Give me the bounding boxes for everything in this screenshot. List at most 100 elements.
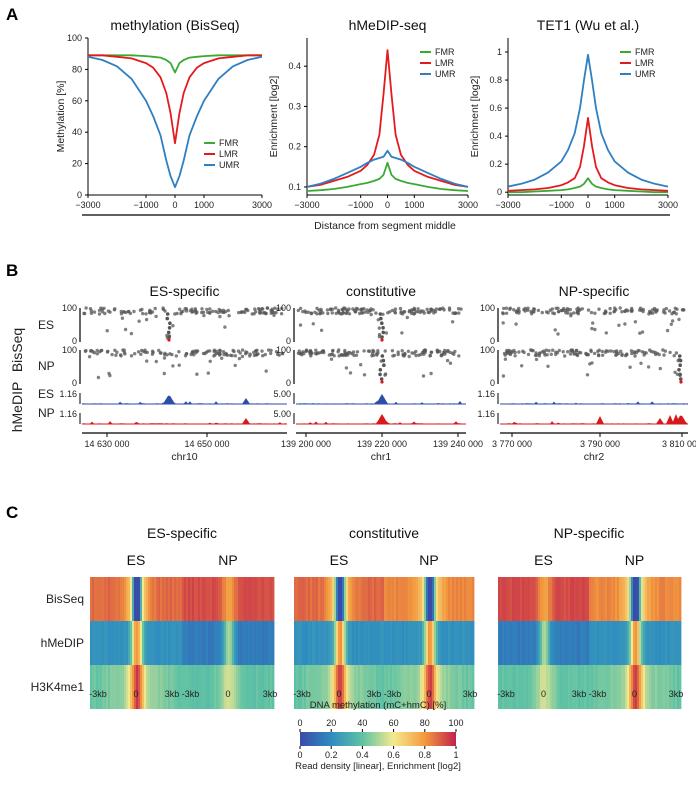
meth-point (574, 348, 579, 353)
heatmap-strip (635, 577, 638, 621)
heatmap-strip (408, 621, 411, 665)
meth-point (163, 309, 167, 313)
heatmap-strip (506, 621, 509, 665)
meth-point (315, 306, 319, 310)
heatmap-strip (214, 665, 217, 709)
heatmap-strip (655, 621, 658, 665)
heatmap-strip (170, 621, 173, 665)
heatmap-strip (522, 665, 525, 709)
heatmap-strip (142, 665, 145, 709)
meth-point (266, 348, 271, 352)
heatmap-strip (182, 621, 185, 665)
heatmap-strip (208, 577, 211, 621)
heatmap-strip (200, 665, 203, 709)
meth-point (566, 350, 570, 354)
meth-point (673, 370, 677, 374)
heatmap-strip (342, 665, 345, 709)
heatmap-strip (142, 577, 145, 621)
heatmap-strip (538, 621, 541, 665)
y-tick-label: 0.4 (288, 61, 301, 71)
heatmap-strip (641, 577, 644, 621)
meth-point (321, 349, 326, 353)
heatmap-strip (224, 665, 227, 709)
heatmap-strip (564, 621, 567, 665)
heatmap-strip (360, 665, 363, 709)
heatmap-strip (250, 621, 253, 665)
meth-point (200, 310, 204, 315)
heatmap-strip (677, 621, 680, 665)
heatmap-strip (436, 665, 439, 709)
heatmap-strip (518, 577, 521, 621)
heatmap-strip (570, 665, 573, 709)
heatmap-strip (641, 621, 644, 665)
heatmap-strip (593, 665, 596, 709)
heatmap-strip (362, 577, 365, 621)
meth-point (218, 352, 222, 356)
heatmap-strip (114, 665, 117, 709)
heatmap-strip (663, 621, 666, 665)
heatmap-strip (578, 665, 581, 709)
heatmap-strip (406, 577, 409, 621)
meth-point (630, 308, 634, 313)
heatmap-strip (338, 577, 341, 621)
heatmap-strip (472, 621, 475, 665)
heatmap-strip (388, 621, 391, 665)
heatmap-strip (572, 621, 575, 665)
meth-point (623, 322, 627, 326)
meth-point (96, 375, 101, 380)
heatmap-strip (560, 665, 563, 709)
heatmap-strip (258, 665, 261, 709)
heatmap-strip (124, 621, 127, 665)
y-tick-label: 0.1 (288, 182, 301, 192)
meth-point (171, 324, 175, 328)
meth-point (315, 312, 319, 316)
heatmap-strip (552, 665, 555, 709)
heatmap-strip (104, 577, 107, 621)
meth-point (296, 308, 300, 313)
meth-point (629, 349, 634, 353)
heatmap-strip (192, 621, 195, 665)
meth-point (609, 349, 613, 353)
heatmap-strip (268, 665, 271, 709)
series-line-lmr (88, 54, 262, 145)
heatmap-strip (148, 621, 151, 665)
heatmap-strip (108, 665, 111, 709)
heatmap-strip (180, 577, 183, 621)
colorbar-bottom-tick: 0 (297, 750, 302, 760)
series-line-fmr (306, 161, 469, 192)
heatmap-strip (398, 621, 401, 665)
heatmap-strip (422, 665, 425, 709)
heatmap-strip (617, 577, 620, 621)
heatmap-strip (218, 577, 221, 621)
meth-point (230, 353, 234, 358)
heatmap-strip (344, 577, 347, 621)
meth-point (384, 331, 388, 335)
heatmap-strip (637, 665, 640, 709)
meth-point (577, 350, 582, 355)
heatmap-strip (256, 621, 259, 665)
heatmap-strip (188, 665, 191, 709)
heatmap-strip (174, 665, 177, 709)
heatmap-strip (649, 577, 652, 621)
meth-point (359, 363, 363, 367)
x-tick-label: 3000 (252, 200, 272, 210)
heatmap-strip (296, 621, 299, 665)
legend-label: FMR (219, 138, 239, 148)
heatmap-strip (370, 665, 373, 709)
chart-title: methylation (BisSeq) (110, 17, 239, 33)
heatmap-strip (450, 621, 453, 665)
meth-point (433, 310, 438, 314)
heatmap-strip (300, 621, 303, 665)
meth-point (428, 354, 432, 358)
heatmap-strip (528, 665, 531, 709)
heatmap-strip (534, 665, 537, 709)
heatmap-strip (673, 577, 676, 621)
heatmap-strip (402, 665, 405, 709)
meth-point (636, 349, 640, 353)
heatmap-strip (400, 577, 403, 621)
heatmap-xtick: 3kb -3kb (367, 689, 402, 699)
meth-point (561, 350, 565, 354)
heatmap-xtick: 3kb (669, 689, 684, 699)
heatmap-strip (212, 577, 215, 621)
heatmap-row-label: hMeDIP (41, 636, 84, 650)
